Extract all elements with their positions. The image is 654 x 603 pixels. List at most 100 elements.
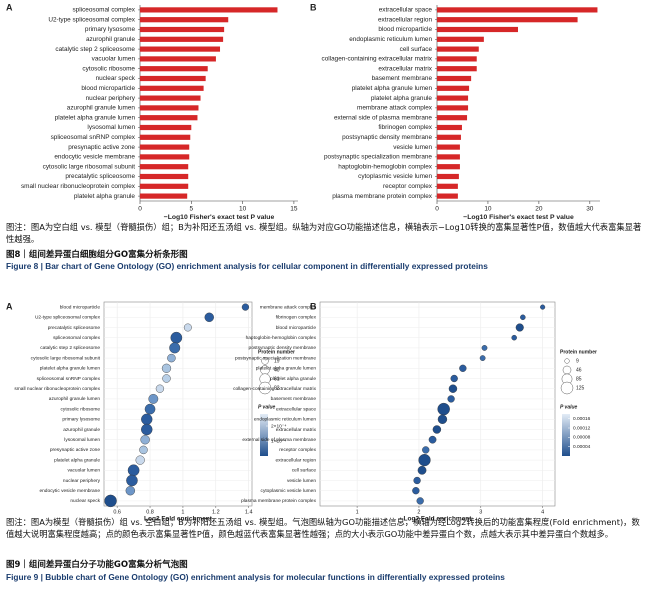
category-label: azurophil granule lumen <box>49 396 101 402</box>
x-tick-label: 30 <box>586 206 594 213</box>
category-label: haptoglobin-hemoglobin complex <box>246 335 317 341</box>
category-label: basement membrane <box>372 75 433 82</box>
bar <box>140 66 208 72</box>
category-label: extracellular space <box>379 7 433 14</box>
category-label: U2-type spliceosomal complex <box>35 315 101 321</box>
legend-bubble <box>560 381 574 395</box>
panel-label: B <box>310 301 317 311</box>
colorbar-label: 0.00008 <box>573 435 591 441</box>
x-tick-label: 1.4 <box>245 509 253 515</box>
panel-label: A <box>6 301 13 311</box>
category-label: platelet alpha granule <box>74 193 136 200</box>
bubble <box>161 363 172 373</box>
category-label: cytosolic large ribosomal subunit <box>43 163 136 170</box>
x-axis-label: Log2 Fold enrichment <box>144 516 213 523</box>
category-label: endoplasmic reticulum lumen <box>349 36 432 43</box>
bubble <box>540 304 546 310</box>
legend-bubble <box>261 357 269 365</box>
category-label: platelet alpha granule <box>270 376 316 382</box>
category-label: platelet alpha granule lumen <box>40 366 101 372</box>
x-tick-label: 15 <box>290 206 298 213</box>
category-label: endocytic vesicle membrane <box>54 154 135 161</box>
panel-label: A <box>6 2 13 12</box>
bubble <box>479 355 486 361</box>
bubble <box>515 323 524 332</box>
category-label: cytosolic ribosome <box>82 65 135 72</box>
bar <box>437 105 469 111</box>
bubble <box>481 345 488 351</box>
legend-label: 85 <box>576 376 582 382</box>
x-axis-label: −Log10 Fisher's exact test P value <box>164 214 275 221</box>
category-label: collagen-containing extracellular matrix <box>322 56 433 63</box>
bar <box>437 75 472 82</box>
category-label: azurophil granule <box>86 36 135 43</box>
category-label: receptor complex <box>279 447 316 453</box>
x-tick-label: 1.2 <box>212 509 220 515</box>
category-label: collagen-containing extracellular matrix <box>233 386 317 392</box>
category-label: catalytic step 2 spliceosome <box>55 46 135 53</box>
category-label: platelet alpha granule <box>371 95 433 102</box>
bar <box>140 193 188 199</box>
figure-title-en: Figure 8 | Bar chart of Gene Ontology (G… <box>6 261 488 271</box>
bubble <box>241 303 250 311</box>
bar <box>140 183 189 189</box>
category-label: small nuclear ribonucleoprotein complex <box>21 183 136 190</box>
category-label: platelet alpha granule lumen <box>352 85 433 92</box>
bubble <box>416 497 424 505</box>
bubble <box>432 425 442 434</box>
bubble <box>447 395 455 403</box>
bar <box>140 164 189 170</box>
legend-title: Protein number <box>258 349 295 355</box>
category-label: cell surface <box>400 46 433 53</box>
bar <box>437 154 460 160</box>
category-label: postsynaptic specialization membrane <box>324 154 432 161</box>
category-label: blood microparticle <box>81 85 135 92</box>
legend-bubble <box>564 358 570 364</box>
figure-note: 图注：图A为空白组 vs. 模型（脊髓损伤）组；B为补阳还五汤组 vs. 模型组… <box>6 222 642 244</box>
bar <box>140 144 190 150</box>
bar <box>437 183 458 189</box>
bubble <box>204 312 214 322</box>
category-label: membrane attack complex <box>260 304 317 310</box>
category-label: nuclear periphery <box>86 95 136 102</box>
category-label: vesicle lumen <box>393 144 432 151</box>
category-label: vacuolar lumen <box>92 56 136 63</box>
bar <box>140 85 204 91</box>
bar <box>140 95 201 101</box>
legend-label: 9 <box>576 358 579 364</box>
category-label: postsynaptic specialization membrane <box>235 355 316 361</box>
category-label: platelet alpha granule lumen <box>55 114 136 121</box>
category-label: spliceosomal snRNP complex <box>51 134 136 141</box>
bar <box>140 17 229 23</box>
legend-bubble <box>562 365 572 375</box>
bar <box>437 46 479 52</box>
bar <box>140 75 206 82</box>
bubble <box>450 374 458 383</box>
category-label: spliceosomal snRNP complex <box>37 376 101 382</box>
category-label: blood microparticle <box>60 304 101 310</box>
bar <box>140 7 278 13</box>
category-label: blood microparticle <box>276 325 317 331</box>
bubble <box>520 314 526 321</box>
category-label: nuclear speck <box>70 498 100 504</box>
x-tick-label: 5 <box>189 206 193 213</box>
category-label: membrane attack complex <box>357 105 433 112</box>
category-label: small nuclear ribonucleoprotein complex <box>14 386 100 392</box>
bar <box>437 56 477 62</box>
figure-note: 图注：图A为模型（脊髓损伤）组 vs. 空白组；B为补阳还五汤组 vs. 模型组… <box>6 517 640 539</box>
category-label: vesicle lumen <box>287 478 316 484</box>
panel-label: B <box>310 2 317 12</box>
bar <box>140 46 221 52</box>
category-label: cytosolic large ribosomal subunit <box>31 355 101 361</box>
colorbar-label: 2×10⁻⁴ <box>271 423 286 429</box>
category-label: basement membrane <box>271 396 317 402</box>
x-tick-label: 10 <box>484 206 492 213</box>
bar <box>437 173 459 180</box>
x-tick-label: 0 <box>138 206 142 213</box>
colorbar-label: 1×10⁻⁴ <box>271 438 286 444</box>
bar <box>140 105 199 111</box>
colorbar-label: 0.00004 <box>573 444 591 450</box>
x-tick-label: 2 <box>417 509 420 515</box>
bar <box>437 124 462 131</box>
